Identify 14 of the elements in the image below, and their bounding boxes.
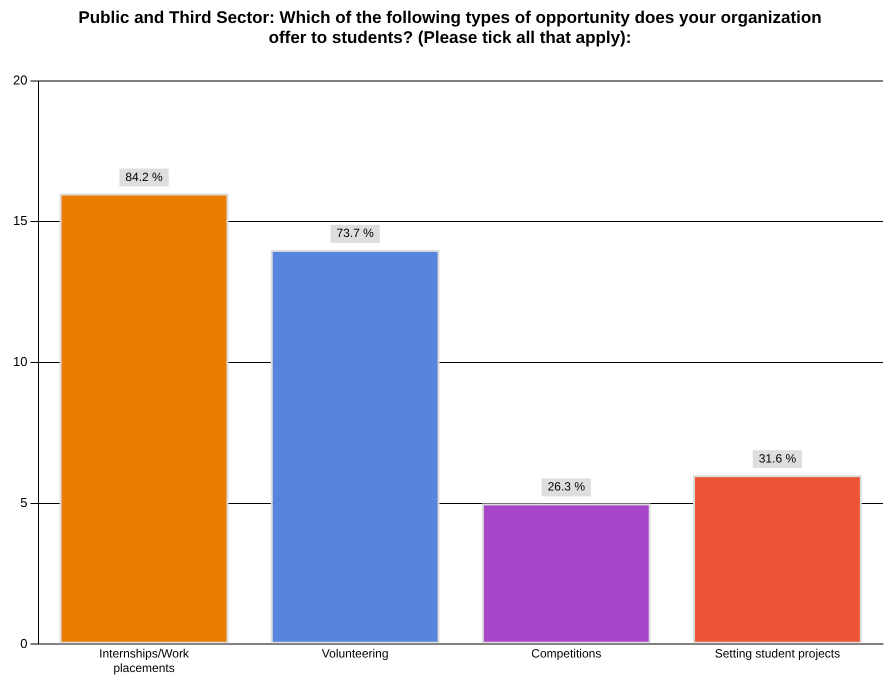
x-tick-label: Setting student projects [714,646,840,661]
annotation: 73.7 % [336,226,374,240]
y-tick-label: 15 [12,213,28,228]
x-tick-label: Internships/Work placements [99,646,190,676]
y-tick-label: 5 [20,494,28,510]
chart-title: Public and Third Sector: Which of the following types of opportunity does your organization offer to students? (Please tick all that apply): [77,8,823,48]
x-tick-label: Volunteering [322,646,389,661]
y-tick-label: 0 [20,636,28,651]
x-tick-label: Competitions [531,646,602,661]
annotation: 31.6 % [758,451,796,466]
annotation: 26.3 % [548,480,586,494]
y-tick-label: 10 [12,354,28,370]
annotation: 84.2 % [125,170,164,184]
y-tick-label: 20 [12,72,28,88]
